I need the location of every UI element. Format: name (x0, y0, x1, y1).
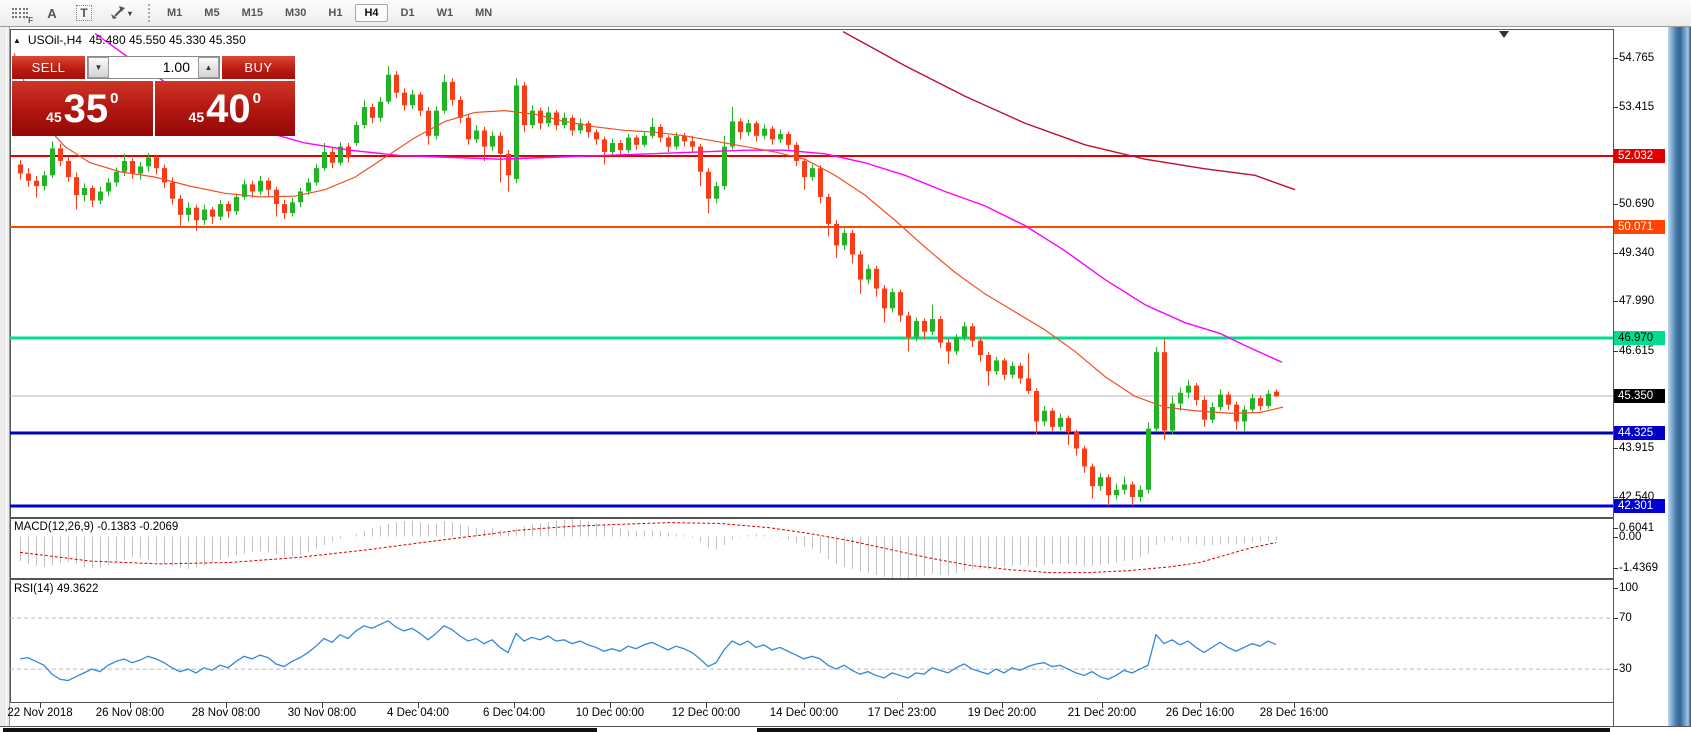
indicator-axis-label: 100 (1619, 582, 1639, 594)
toolbar: F A T ▾ M1 M5 M15 M30 H1 H4 D1 W1 MN (0, 0, 1691, 27)
sell-price-button[interactable]: 45 35 0 (12, 81, 153, 136)
one-click-trade-panel: SELL ▼ 1.00 ▲ BUY 45 35 0 45 40 0 (12, 56, 295, 136)
volume-decrease-button[interactable]: ▼ (88, 57, 109, 78)
indicator-axis-label: 0.6041 (1619, 522, 1655, 534)
objects-arrows-icon[interactable]: ▾ (104, 3, 138, 23)
price-badge: 46.970 (1614, 331, 1665, 345)
arrows-glyph (110, 6, 125, 19)
symbol-marker-icon: ▲ (13, 35, 21, 45)
timeframe-group: M1 M5 M15 M30 H1 H4 D1 W1 MN (158, 4, 501, 22)
chart-title: ▲ USOil-,H4 45.480 45.550 45.330 45.350 (13, 33, 246, 47)
rsi-line (19, 619, 1277, 682)
rsi-label: RSI(14) 49.3622 (14, 583, 99, 595)
sell-price-sup: 0 (110, 90, 119, 107)
price-badge: 44.325 (1614, 426, 1665, 440)
window-right-border (1668, 27, 1691, 732)
time-axis-label: 26 Dec 16:00 (1165, 707, 1235, 719)
macd-label: MACD(12,26,9) -0.1383 -0.2069 (14, 521, 179, 533)
window-bottom-edge (0, 726, 1691, 732)
buy-price-big: 40 (206, 86, 251, 131)
price-axis-label: 49.340 (1619, 247, 1655, 259)
buy-price-prefix: 45 (188, 108, 205, 125)
dotted-grid-glyph (12, 6, 28, 20)
sell-price-big: 35 (63, 86, 109, 131)
timeframe-button-w1[interactable]: W1 (436, 7, 454, 19)
timeframe-button-m30[interactable]: M30 (284, 7, 307, 19)
price-axis-label: 47.990 (1619, 295, 1655, 307)
buy-price-sup: 0 (252, 90, 261, 107)
time-axis-label: 17 Dec 23:00 (867, 707, 937, 719)
time-axis-label: 28 Dec 16:00 (1259, 707, 1329, 719)
window-left-edge (0, 27, 10, 732)
price-axis-label: 53.415 (1619, 101, 1655, 113)
price-badge: 45.350 (1614, 389, 1665, 403)
volume-stepper: ▼ 1.00 ▲ (87, 56, 220, 79)
toolbar-grip[interactable] (148, 4, 150, 22)
indicator-axis-label: 70 (1619, 612, 1632, 624)
time-axis-label: 4 Dec 04:00 (386, 707, 449, 719)
volume-field[interactable]: 1.00 (162, 59, 190, 75)
chevron-down-icon: ▾ (127, 8, 132, 18)
price-axis-label: 50.690 (1619, 198, 1655, 210)
bottom-edge-bar (757, 728, 1610, 732)
timeframe-button-mn[interactable]: MN (475, 7, 493, 19)
time-axis-label: 30 Nov 08:00 (287, 707, 357, 719)
chart-ohlc-readout: 45.480 45.550 45.330 45.350 (88, 33, 246, 47)
text-label-icon[interactable]: A (40, 3, 64, 23)
bottom-edge-bar (3, 728, 597, 732)
time-axis-label: 6 Dec 04:00 (482, 707, 545, 719)
indicator-axis-label: 0.00 (1619, 531, 1642, 543)
indicator-axis-label: -1.4369 (1619, 562, 1659, 574)
text-a-glyph: A (47, 5, 57, 21)
chart-grid-f-icon[interactable]: F (8, 3, 33, 25)
time-axis-label: 22 Nov 2018 (7, 707, 73, 719)
price-badge: 52.032 (1614, 149, 1665, 163)
time-axis-label: 19 Dec 20:00 (967, 707, 1037, 719)
price-axis-label: 43.915 (1619, 442, 1655, 454)
macd-signal-line (19, 522, 1277, 574)
sell-button[interactable]: SELL (12, 56, 85, 79)
price-axis-label: 54.765 (1619, 52, 1655, 64)
timeframe-button-m15[interactable]: M15 (241, 7, 263, 19)
time-axis-label: 26 Nov 08:00 (95, 707, 165, 719)
time-axis-label: 21 Dec 20:00 (1067, 707, 1137, 719)
timeframe-button-h1[interactable]: H1 (328, 7, 343, 19)
buy-price-button[interactable]: 45 40 0 (154, 81, 295, 136)
timeframe-button-h4[interactable]: H4 (355, 4, 388, 22)
time-axis-label: 14 Dec 00:00 (769, 707, 839, 719)
timeframe-button-d1[interactable]: D1 (400, 7, 415, 19)
price-badge: 50.071 (1614, 220, 1665, 234)
macd-layer (20, 519, 1277, 578)
time-axis-label: 10 Dec 00:00 (575, 707, 645, 719)
time-axis-label: 28 Nov 08:00 (191, 707, 261, 719)
volume-increase-button[interactable]: ▲ (198, 57, 219, 78)
timeframe-button-m5[interactable]: M5 (204, 7, 220, 19)
buy-button[interactable]: BUY (222, 56, 295, 79)
time-axis-label: 12 Dec 00:00 (671, 707, 741, 719)
grid-f-letter: F (28, 16, 33, 25)
price-axis-label: 46.615 (1619, 345, 1655, 357)
text-box-icon[interactable]: T (72, 3, 96, 23)
sell-price-prefix: 45 (46, 108, 62, 125)
chart-symbol-timeframe: USOil-,H4 (27, 33, 82, 47)
indicator-axis-label: 30 (1619, 663, 1632, 675)
text-t-glyph: T (76, 5, 92, 21)
timeframe-button-m1[interactable]: M1 (167, 7, 183, 19)
price-badge: 42.301 (1614, 499, 1665, 513)
